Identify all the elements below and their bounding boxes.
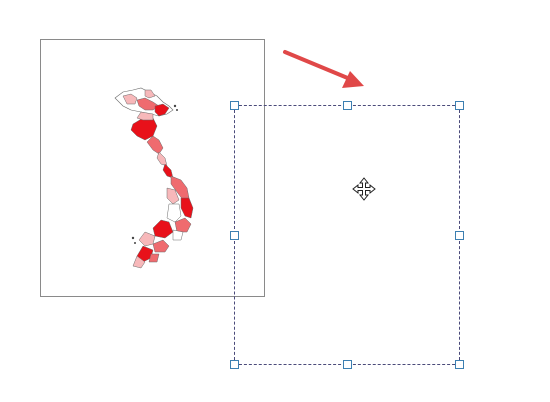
map-region-north-light-2: [144, 89, 156, 99]
map-island: [131, 236, 135, 240]
map-region-central-dark: [180, 197, 194, 219]
map-island-2: [134, 242, 136, 244]
map-region-mekong-mid: [148, 253, 160, 263]
resize-handle-bottom[interactable]: [343, 360, 352, 369]
map-island-3: [173, 104, 177, 108]
map-region-highlands: [166, 203, 182, 223]
map-region-south-mid: [152, 239, 170, 253]
map-region-mekong-light: [132, 255, 146, 269]
resize-handle-top-left[interactable]: [230, 101, 239, 110]
map-region-highlands-2: [174, 217, 192, 233]
map-region-mekong-dark: [136, 245, 154, 263]
resize-handle-bottom-right[interactable]: [455, 360, 464, 369]
map-region-south-dark: [152, 219, 174, 239]
map-region-nc-light-2: [156, 151, 168, 167]
map-region-north-light: [122, 93, 138, 105]
map-region-nc-light: [136, 111, 154, 121]
map-region-south-light: [138, 231, 156, 247]
map-region-nc-mid: [146, 135, 164, 155]
drag-preview-frame[interactable]: [230, 101, 464, 369]
resize-handle-right[interactable]: [455, 231, 464, 240]
vietnam-map: [114, 87, 194, 269]
resize-handle-bottom-left[interactable]: [230, 360, 239, 369]
map-region-north-dark: [154, 103, 170, 117]
map-region-nc-dark: [162, 163, 174, 179]
map-region-south-white: [172, 229, 184, 241]
resize-handle-top[interactable]: [343, 101, 352, 110]
resize-handle-top-right[interactable]: [455, 101, 464, 110]
map-island-4: [176, 109, 178, 111]
map-image-frame[interactable]: [40, 39, 265, 297]
map-region-central-light: [166, 187, 180, 205]
resize-handle-left[interactable]: [230, 231, 239, 240]
